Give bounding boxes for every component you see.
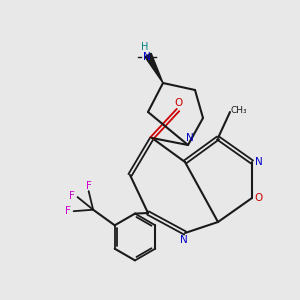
Text: N: N [180,235,188,244]
Text: N: N [186,134,194,143]
Text: H: H [141,42,149,52]
Text: F: F [69,190,74,201]
Text: F: F [86,181,92,191]
Text: N: N [142,52,150,61]
Text: CH₃: CH₃ [230,106,247,115]
Text: O: O [254,193,263,203]
Polygon shape [145,53,163,83]
Text: O: O [175,98,183,108]
Text: N: N [255,157,262,167]
Text: F: F [65,206,70,216]
